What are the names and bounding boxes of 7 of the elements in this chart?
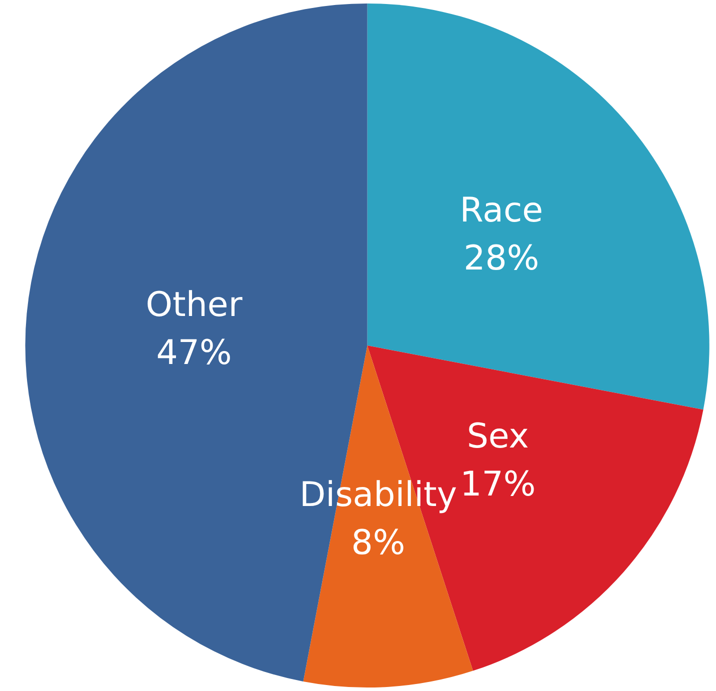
data-label: 47% [156, 333, 232, 374]
data-label: 8% [351, 523, 406, 564]
slice-label: Sex [466, 416, 529, 457]
slice-label: Other [146, 285, 242, 326]
data-label: 17% [460, 464, 536, 505]
data-label: 28% [464, 238, 540, 279]
slice-label: Race [460, 190, 544, 231]
